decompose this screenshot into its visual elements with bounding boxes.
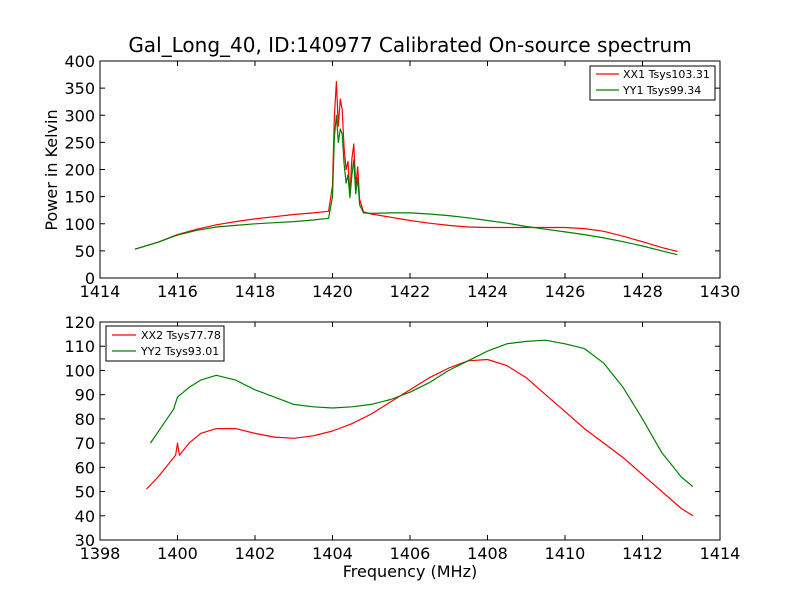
bottom-ytick-label: 60 — [75, 458, 95, 477]
bottom-xtick-label: 1412 — [622, 544, 663, 563]
top-ytick-label: 0 — [85, 269, 95, 288]
chart-title: Gal_Long_40, ID:140977 Calibrated On-sou… — [128, 33, 691, 57]
top-xtick-label: 1414 — [80, 282, 121, 301]
top-ytick-label: 350 — [64, 79, 95, 98]
top-ytick-label: 250 — [64, 133, 95, 152]
bottom-series-line-xx2 — [146, 358, 694, 517]
bottom-xtick-label: 1404 — [312, 544, 353, 563]
bottom-xtick-label: 1414 — [700, 544, 741, 563]
bottom-xtick-label: 1410 — [545, 544, 586, 563]
top-ytick-label: 300 — [64, 106, 95, 125]
bottom-ytick-label: 70 — [75, 434, 95, 453]
bottom-ytick-label: 100 — [64, 361, 95, 380]
top-xtick-label: 1424 — [467, 282, 508, 301]
bottom-series-line-yy2 — [149, 339, 694, 488]
top-legend: XX1 Tsys103.31 YY1 Tsys99.34 — [589, 65, 716, 101]
bottom-xtick-label: 1400 — [157, 544, 198, 563]
top-xtick-label: 1428 — [622, 282, 663, 301]
top-xtick-label: 1426 — [545, 282, 586, 301]
top-ytick-label: 50 — [75, 242, 95, 261]
top-series-line-yy1 — [134, 114, 678, 256]
bottom-chart-marks: 1398 1400 1402 1404 1406 1408 1410 1412 1414 30 40… — [64, 313, 740, 563]
top-legend-box — [589, 65, 716, 101]
bottom-ytick-label: 30 — [75, 531, 95, 550]
bottom-legend-label-xx2: XX2 Tsys77.78 — [141, 329, 221, 342]
bottom-legend: XX2 Tsys77.78 YY2 Tsys93.01 — [105, 325, 225, 362]
top-legend-label-yy1: YY1 Tsys99.34 — [622, 84, 701, 97]
bottom-ytick-label: 80 — [75, 410, 95, 429]
bottom-ytick-label: 40 — [75, 507, 95, 526]
bottom-xlabel: Frequency (MHz) — [343, 562, 477, 581]
top-xtick-label: 1416 — [157, 282, 198, 301]
top-xtick-label: 1420 — [312, 282, 353, 301]
bottom-ytick-label: 50 — [75, 483, 95, 502]
bottom-xtick-label: 1402 — [235, 544, 276, 563]
bottom-xtick-label: 1398 — [80, 544, 121, 563]
bottom-chart: 1398 1400 1402 1404 1406 1408 1410 1412 1414 30 40… — [64, 313, 740, 581]
bottom-legend-box — [105, 325, 225, 362]
bottom-xtick-label: 1406 — [390, 544, 431, 563]
top-ytick-label: 150 — [64, 188, 95, 207]
top-series-line-xx1 — [134, 80, 678, 252]
bottom-ytick-label: 110 — [64, 337, 95, 356]
top-ytick-label: 200 — [64, 161, 95, 180]
top-ytick-label: 400 — [64, 52, 95, 71]
top-legend-label-xx1: XX1 Tsys103.31 — [623, 68, 710, 81]
top-ylabel: Power in Kelvin — [42, 109, 61, 230]
top-xtick-label: 1422 — [390, 282, 431, 301]
bottom-ytick-label: 90 — [75, 386, 95, 405]
top-xtick-label: 1418 — [235, 282, 276, 301]
top-xtick-label: 1430 — [700, 282, 741, 301]
bottom-xtick-label: 1408 — [467, 544, 508, 563]
top-chart-marks: 1414 1416 1418 1420 1422 1424 1426 1428 1430 0 50 1… — [64, 52, 740, 301]
top-chart: 1414 1416 1418 1420 1422 1424 1426 1428 1430 0 50 1… — [42, 52, 740, 301]
top-ytick-label: 100 — [64, 215, 95, 234]
bottom-legend-label-yy2: YY2 Tsys93.01 — [140, 345, 219, 358]
bottom-ytick-label: 120 — [64, 313, 95, 332]
